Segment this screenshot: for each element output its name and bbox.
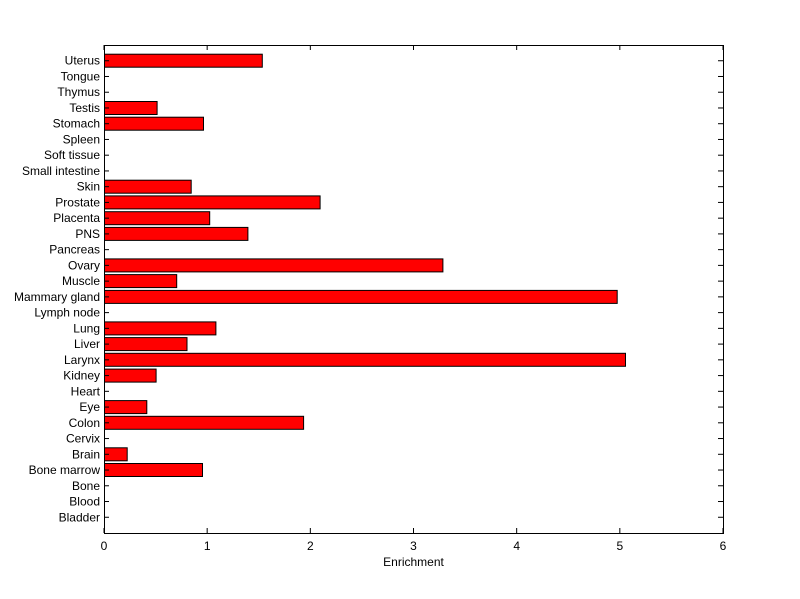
y-tick-label-lymph-node: Lymph node — [34, 306, 100, 320]
bar-bone-marrow — [104, 463, 203, 477]
bar-larynx — [104, 352, 626, 367]
y-tick-label-uterus: Uterus — [65, 54, 100, 68]
y-tick-label-tongue: Tongue — [61, 69, 101, 83]
bar-prostate — [104, 195, 321, 210]
y-tick-label-thymus: Thymus — [57, 85, 100, 99]
bar-placenta — [104, 211, 211, 226]
bar-liver — [104, 337, 188, 352]
x-axis-label: Enrichment — [383, 555, 444, 569]
bar-pns — [104, 226, 249, 241]
bar-colon — [104, 415, 305, 430]
x-tick-label-2: 2 — [307, 539, 314, 553]
y-tick-label-soft-tissue: Soft tissue — [44, 148, 100, 162]
bar-mammary-gland — [104, 289, 618, 304]
bar-skin — [104, 179, 192, 194]
y-tick-label-spleen: Spleen — [63, 132, 100, 146]
y-tick-label-bone-marrow: Bone marrow — [29, 463, 101, 477]
x-tick-label-1: 1 — [204, 539, 211, 553]
bar-testis — [104, 101, 158, 115]
x-tick-label-4: 4 — [513, 539, 520, 553]
y-tick-label-colon: Colon — [69, 416, 100, 430]
y-tick-label-testis: Testis — [69, 101, 100, 115]
y-tick-label-prostate: Prostate — [55, 195, 100, 209]
y-tick-label-muscle: Muscle — [62, 274, 100, 288]
y-tick-label-lung: Lung — [73, 321, 100, 335]
bar-uterus — [104, 53, 263, 68]
y-tick-label-small-intestine: Small intestine — [22, 164, 100, 178]
y-tick-label-ovary: Ovary — [68, 258, 100, 272]
y-tick-label-bone: Bone — [72, 479, 100, 493]
y-tick-label-blood: Blood — [69, 495, 100, 509]
x-tick-label-6: 6 — [720, 539, 727, 553]
y-tick-label-kidney: Kidney — [63, 369, 100, 383]
y-tick-label-cervix: Cervix — [66, 432, 100, 446]
bar-kidney — [104, 368, 157, 383]
x-axis: 0 1 2 3 4 5 6 — [101, 45, 727, 553]
y-tick-label-larynx: Larynx — [64, 353, 100, 367]
y-tick-label-heart: Heart — [71, 384, 101, 398]
x-tick-label-5: 5 — [616, 539, 623, 553]
y-tick-label-eye: Eye — [79, 400, 100, 414]
y-tick-label-pancreas: Pancreas — [49, 243, 100, 257]
bar-ovary — [104, 258, 444, 273]
x-tick-label-3: 3 — [410, 539, 417, 553]
bar-muscle — [104, 274, 178, 289]
bar-stomach — [104, 116, 204, 131]
bar-lung — [104, 321, 217, 336]
y-tick-label-brain: Brain — [72, 447, 100, 461]
x-tick-label-0: 0 — [101, 539, 108, 553]
plot-area-frame — [104, 45, 724, 534]
bars-group — [104, 53, 626, 477]
y-tick-label-skin: Skin — [77, 180, 100, 194]
y-tick-label-stomach: Stomach — [53, 117, 100, 131]
y-tick-label-liver: Liver — [74, 337, 100, 351]
y-tick-label-pns: PNS — [75, 227, 100, 241]
bar-eye — [104, 400, 148, 415]
y-tick-label-mammary-gland: Mammary gland — [14, 290, 100, 304]
y-tick-label-placenta: Placenta — [53, 211, 100, 225]
y-tick-label-bladder: Bladder — [59, 510, 100, 524]
